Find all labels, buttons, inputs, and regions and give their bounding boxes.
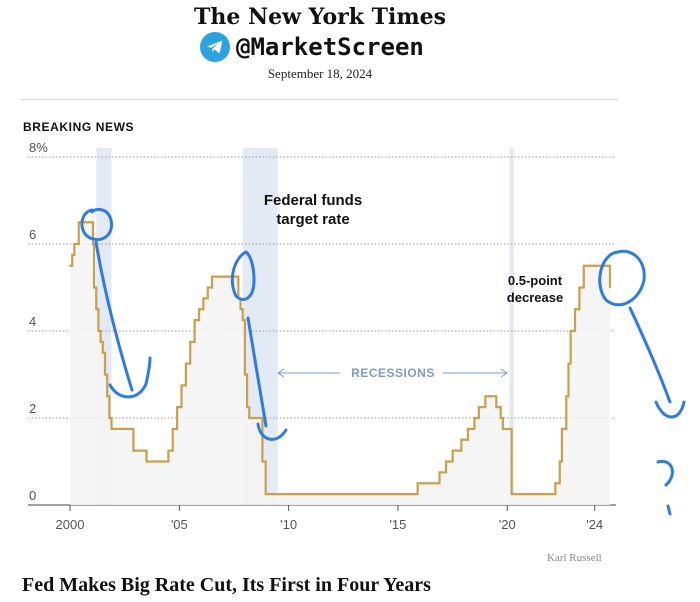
rate-point [97,330,100,332]
x-tick-label: '10 [280,517,297,532]
rate-point [499,417,502,419]
rate-point [554,482,557,485]
y-tick-label: 2 [29,401,36,416]
rate-point [171,427,174,430]
publish-date: September 18, 2024 [267,66,373,81]
recession-label: RECESSIONS [351,366,435,380]
y-tick-label: 8% [29,140,48,155]
rate-point [484,395,487,398]
rate-point [501,427,504,430]
rate-point [239,308,242,311]
rate-point [477,406,480,409]
rate-point [473,417,476,419]
y-tick-label: 0 [29,488,36,503]
telegram-handle: @MarketScreen [236,33,424,61]
rate-point [132,449,135,452]
rate-point [261,460,264,463]
rate-point [95,308,98,311]
article-headline[interactable]: Fed Makes Big Rate Cut, Its First in Fou… [22,574,431,596]
handwritten-arrow-2024-down [628,306,686,419]
rate-point [104,373,106,376]
handwritten-circle-2023-peak [598,249,646,307]
rate-point [73,243,76,245]
rate-point [460,438,463,441]
y-tick-label: 6 [29,227,36,242]
rate-point [246,406,248,409]
telegram-handle-row: @MarketScreen [200,32,424,62]
rate-point [565,395,568,398]
x-tick-label: '15 [389,517,406,532]
x-tick-label: '05 [171,517,188,532]
handwritten-circle-2007-peak [230,250,256,301]
rate-point [88,221,91,224]
handwritten-arrow-2001-down [94,240,152,399]
rate-point [574,308,576,311]
rate-point [567,362,570,365]
rate-point [101,351,104,354]
rate-point [99,340,102,343]
rate-point [578,286,581,289]
recession-band [509,148,514,505]
handwritten-circle-2001-peak [80,207,113,241]
telegram-icon [200,32,230,62]
rate-point [77,221,80,224]
rate-point [189,340,192,343]
rate-point [248,417,251,419]
rate-point [106,395,109,398]
breaking-news-label: BREAKING NEWS [23,120,135,134]
rate-point [180,384,183,387]
rate-point [108,417,111,419]
annotations: Federal funds target rate 0.5-point decreas… [264,192,563,380]
handwritten-arrow-2008-down [246,316,288,441]
rate-point [510,493,513,496]
rate-point [184,362,187,365]
x-tick-label: '20 [499,517,516,532]
rate-point [176,406,179,409]
chart-title-line2: target rate [276,211,349,228]
recession-arrowhead-right [500,368,508,378]
rate-point [93,286,95,289]
rate-point [466,427,469,430]
handwritten-question-mark [656,459,674,516]
rate-point [264,493,267,496]
rate-area-fill [70,222,610,505]
header-divider [20,99,618,100]
rate-point [211,275,214,278]
rate-point [609,286,611,289]
annotation-line1: 0.5-point [508,273,563,288]
y-tick-label: 4 [29,314,36,329]
rate-point [243,373,246,376]
rate-point [416,482,419,485]
rate-point [561,427,563,430]
rate-point [569,330,572,332]
rate-point [92,243,94,245]
rate-point [495,406,498,409]
rate-point [198,308,200,311]
chart-credit: Karl Russell [547,552,602,564]
rate-point [445,460,447,463]
x-tick-label: 2000 [56,517,85,532]
rate-point [110,427,113,430]
annotation-line2: decrease [507,290,563,305]
rate-point [438,471,441,474]
rate-point [69,264,71,267]
rate-point [206,286,209,289]
recession-arrowhead-left [277,368,285,378]
rate-point [582,264,585,267]
x-tick-label: '24 [586,517,603,532]
masthead-logo: The New York Times [193,4,447,30]
rate-point [71,253,74,256]
rate-point [167,449,170,452]
fed-funds-rate-chart: 0 2 4 6 8% 2000 '05 '10 '15 '20 '24 Federal funds t… [28,140,686,532]
handwritten-marks [80,207,686,516]
rate-point [145,460,148,463]
rate-point [241,319,244,322]
rate-area [70,222,610,505]
rate-line [69,221,612,496]
chart-title-line1: Federal funds [264,192,362,209]
rate-point [558,460,561,463]
rate-point [193,319,196,322]
rate-point [451,449,454,452]
rate-point [202,297,205,300]
